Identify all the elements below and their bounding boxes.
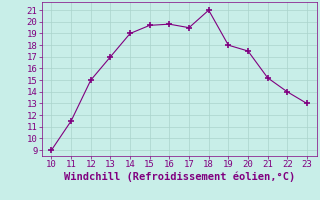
- X-axis label: Windchill (Refroidissement éolien,°C): Windchill (Refroidissement éolien,°C): [64, 172, 295, 182]
